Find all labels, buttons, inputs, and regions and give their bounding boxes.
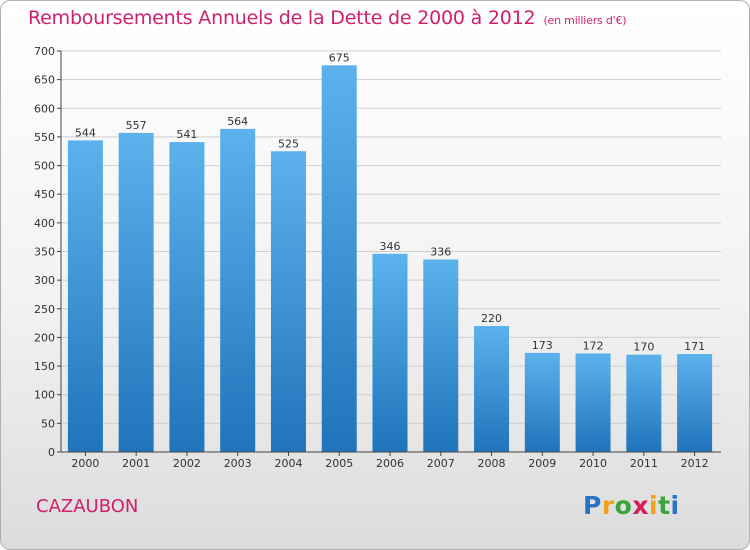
y-tick-label: 300 — [34, 274, 55, 287]
data-label: 544 — [75, 126, 96, 139]
y-tick-label: 150 — [34, 360, 55, 373]
bar-2001 — [118, 132, 154, 452]
y-tick-label: 450 — [34, 188, 55, 201]
x-tick-label: 2011 — [630, 457, 658, 470]
logo-letter: i — [649, 491, 659, 520]
bar-2011 — [626, 354, 662, 452]
data-label: 346 — [380, 240, 401, 253]
data-label: 525 — [278, 137, 299, 150]
y-tick-label: 500 — [34, 160, 55, 173]
data-label: 675 — [329, 51, 350, 64]
chart-title-text: Remboursements Annuels de la Dette de 20… — [28, 7, 536, 29]
data-label: 557 — [126, 119, 147, 132]
logo-letter: i — [670, 491, 680, 520]
x-tick-label: 2006 — [376, 457, 404, 470]
bars: 544 557 541 564 525 675 346 336 220 173 172 170 171 — [67, 51, 713, 453]
bar-2009 — [524, 352, 560, 452]
x-tick-label: 2007 — [427, 457, 455, 470]
x-tick-label: 2012 — [681, 457, 709, 470]
y-tick-label: 400 — [34, 217, 55, 230]
bar-2000 — [67, 140, 103, 452]
chart-subtitle: (en milliers d'€) — [543, 14, 627, 27]
data-label: 220 — [481, 312, 502, 325]
y-tick-label: 650 — [34, 74, 55, 87]
bar-2002 — [169, 142, 205, 452]
x-tick-label: 2001 — [122, 457, 150, 470]
city-name: CAZAUBON — [36, 496, 139, 517]
logo-letter: x — [632, 491, 649, 520]
x-tick-label: 2003 — [224, 457, 252, 470]
proxiti-logo: Proxiti — [583, 491, 680, 520]
y-tick-label: 350 — [34, 246, 55, 259]
x-tick-label: 2009 — [528, 457, 556, 470]
bar-2005 — [321, 65, 357, 453]
logo-letter: P — [583, 491, 602, 520]
bar-2004 — [270, 151, 306, 452]
logo-letter: r — [601, 491, 615, 520]
bar-2003 — [220, 128, 256, 452]
data-label: 171 — [684, 340, 705, 353]
y-tick-label: 600 — [34, 102, 55, 115]
x-tick-label: 2002 — [173, 457, 201, 470]
data-label: 541 — [176, 128, 197, 141]
x-tick-label: 2010 — [579, 457, 607, 470]
x-tick-label: 2004 — [274, 457, 302, 470]
y-tick-label: 200 — [34, 331, 55, 344]
bar-2012 — [677, 354, 713, 452]
y-tick-label: 550 — [34, 131, 55, 144]
y-tick-label: 50 — [41, 417, 55, 430]
data-label: 172 — [583, 339, 604, 352]
bar-2010 — [575, 353, 611, 452]
data-label: 564 — [227, 115, 248, 128]
x-tick-label: 2008 — [478, 457, 506, 470]
x-tick-label: 2000 — [71, 457, 99, 470]
bar-2006 — [372, 253, 408, 452]
axes: 0 50 100 150 200 250 300 350 400 450 500 550 600 650 7… — [34, 45, 721, 470]
y-tick-label: 250 — [34, 303, 55, 316]
logo-letter: o — [614, 491, 633, 520]
x-tick-label: 2005 — [325, 457, 353, 470]
y-tick-label: 0 — [48, 446, 55, 459]
logo-letter: t — [658, 491, 671, 520]
bar-2007 — [423, 259, 459, 452]
chart-title: Remboursements Annuels de la Dette de 20… — [28, 7, 627, 29]
data-label: 170 — [633, 341, 654, 354]
y-tick-label: 100 — [34, 389, 55, 402]
y-tick-label: 700 — [34, 45, 55, 58]
data-label: 173 — [532, 339, 553, 352]
bar-2008 — [474, 325, 510, 452]
data-label: 336 — [430, 246, 451, 259]
